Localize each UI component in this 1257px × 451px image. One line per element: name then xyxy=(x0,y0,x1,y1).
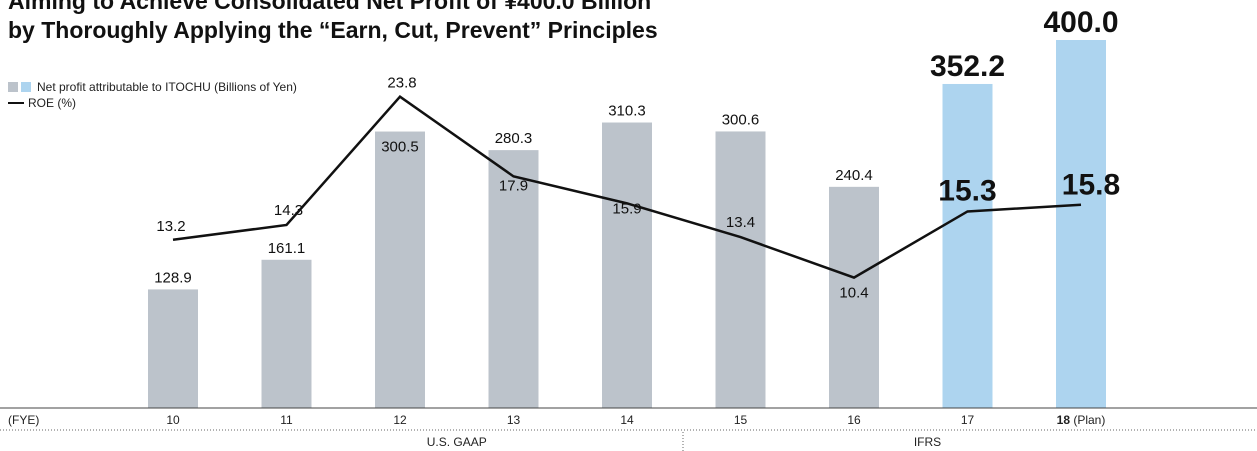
x-tick-13: 13 xyxy=(507,413,521,427)
legend-swatch-actual xyxy=(8,82,18,92)
bar-15 xyxy=(715,131,766,408)
legend-swatch-roe xyxy=(8,102,24,104)
bar-label-12: 300.5 xyxy=(381,139,419,156)
bar-10 xyxy=(148,289,198,408)
bar-label-11: 161.1 xyxy=(268,240,306,257)
x-tick-16: 16 xyxy=(847,413,861,427)
x-tick-value-18: 18 xyxy=(1057,413,1071,427)
roe-label-11: 14.3 xyxy=(274,202,303,219)
x-tick-15: 15 xyxy=(734,413,748,427)
group-label-us-gaap: U.S. GAAP xyxy=(427,435,487,449)
bar-17 xyxy=(942,83,993,408)
group-label-ifrs: IFRS xyxy=(914,435,941,449)
x-tick-12: 12 xyxy=(393,413,407,427)
roe-label-18: 15.8 xyxy=(1062,169,1120,202)
bar-label-10: 128.9 xyxy=(154,269,192,286)
x-tick-value-17: 17 xyxy=(961,413,975,427)
bar-12 xyxy=(375,131,425,409)
bar-16 xyxy=(829,186,879,408)
legend-item-net-profit: Net profit attributable to ITOCHU (Billi… xyxy=(8,79,297,95)
legend-item-roe: ROE (%) xyxy=(8,95,297,111)
legend-swatch-plan xyxy=(21,82,31,92)
roe-label-12: 23.8 xyxy=(387,75,416,92)
x-tick-value-15: 15 xyxy=(734,413,748,427)
x-tick-10: 10 xyxy=(166,413,180,427)
bar-label-17: 352.2 xyxy=(930,50,1005,83)
bar-18 xyxy=(1056,40,1106,408)
bar-label-group: 128.9 161.1 300.5 280.3 310.3 300.6 240.4 352.2… xyxy=(154,6,1118,286)
x-tick-value-13: 13 xyxy=(507,413,521,427)
roe-label-10: 13.2 xyxy=(156,218,185,235)
bar-13 xyxy=(488,150,539,408)
bar-group xyxy=(148,40,1106,409)
chart-title-line-2: by Thoroughly Applying the “Earn, Cut, P… xyxy=(8,17,658,43)
legend: Net profit attributable to ITOCHU (Billi… xyxy=(8,79,297,111)
bar-label-15: 300.6 xyxy=(722,111,760,128)
bar-label-18: 400.0 xyxy=(1043,6,1118,39)
x-tick-17: 17 xyxy=(961,413,975,427)
chart-title-line-1: Aiming to Achieve Consolidated Net Profi… xyxy=(8,0,652,14)
roe-label-13: 17.9 xyxy=(499,177,528,194)
bar-label-16: 240.4 xyxy=(835,167,873,184)
x-tick-value-12: 12 xyxy=(393,413,407,427)
roe-label-17: 15.3 xyxy=(938,174,996,207)
roe-label-16: 10.4 xyxy=(839,285,868,302)
roe-label-14: 15.9 xyxy=(612,200,641,217)
x-tick-value-10: 10 xyxy=(166,413,180,427)
x-tick-value-14: 14 xyxy=(620,413,634,427)
x-tick-11: 11 xyxy=(280,413,293,427)
x-axis-prefix: (FYE) xyxy=(8,413,39,427)
bar-14 xyxy=(602,122,652,409)
bar-label-13: 280.3 xyxy=(495,130,533,147)
x-tick-value-16: 16 xyxy=(847,413,861,427)
x-tick-value-11: 11 xyxy=(280,413,293,427)
bar-11 xyxy=(261,259,312,408)
x-tick-18: 18 (Plan) xyxy=(1057,413,1106,427)
roe-line xyxy=(172,95,1082,279)
roe-line-group: 13.2 14.3 23.8 17.9 15.9 13.4 10.4 15.3 15.8 xyxy=(156,75,1120,302)
legend-label-net-profit: Net profit attributable to ITOCHU (Billi… xyxy=(37,80,297,94)
roe-label-15: 13.4 xyxy=(726,214,755,231)
x-axis: (FYE) 10 11 12 13 14 15 16 17 18 (Plan) U.S. GAAP I… xyxy=(0,407,1257,451)
x-tick-14: 14 xyxy=(620,413,634,427)
x-tick-suffix-18: (Plan) xyxy=(1070,413,1105,427)
bar-label-14: 310.3 xyxy=(608,103,646,120)
legend-label-roe: ROE (%) xyxy=(28,96,76,110)
